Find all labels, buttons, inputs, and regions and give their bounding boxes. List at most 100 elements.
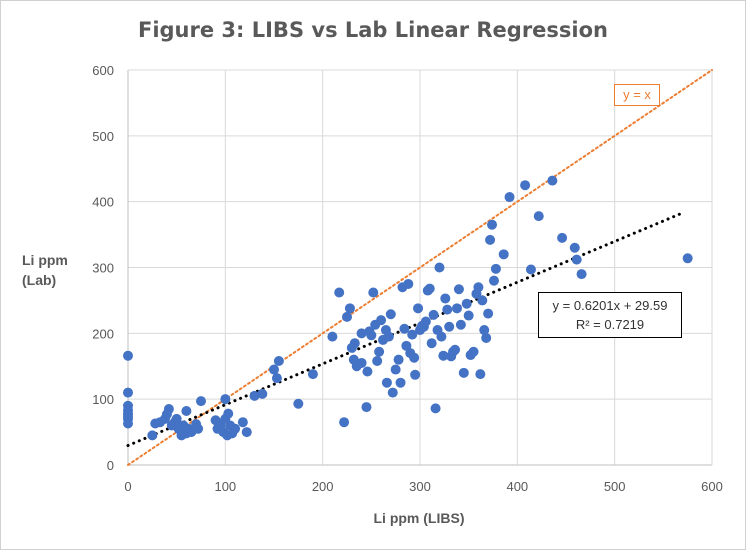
data-point xyxy=(241,427,252,438)
data-point xyxy=(424,283,435,294)
data-point xyxy=(428,309,439,320)
y-axis-label-line-1: Li ppm xyxy=(22,252,68,268)
x-tick-label: 500 xyxy=(604,479,626,494)
data-point xyxy=(403,278,414,289)
data-point xyxy=(196,396,206,407)
y-tick-label: 300 xyxy=(92,261,114,276)
axes xyxy=(127,70,712,466)
data-point xyxy=(181,406,192,417)
regression-r-squared: R² = 0.7219 xyxy=(575,317,645,332)
data-point xyxy=(434,262,445,273)
y-tick-label: 200 xyxy=(92,326,114,341)
data-point xyxy=(362,366,373,377)
data-point xyxy=(271,373,282,384)
data-point xyxy=(473,282,484,293)
data-point xyxy=(344,303,355,314)
data-point xyxy=(487,219,498,230)
data-point xyxy=(420,316,431,327)
data-point xyxy=(193,423,204,434)
data-point xyxy=(461,298,472,309)
data-point xyxy=(123,350,133,361)
data-point xyxy=(372,355,383,366)
data-point xyxy=(376,315,387,326)
data-point xyxy=(682,253,693,264)
data-point xyxy=(569,242,580,253)
data-point xyxy=(368,287,379,298)
y-tick-label: 0 xyxy=(107,458,114,473)
data-point xyxy=(293,398,304,409)
regression-equation: y = 0.6201x + 29.59 xyxy=(552,298,668,313)
data-point xyxy=(395,377,406,388)
data-point xyxy=(436,331,447,342)
data-point xyxy=(230,423,241,434)
y-tick-label: 400 xyxy=(92,195,114,210)
data-point xyxy=(223,408,234,419)
data-point xyxy=(349,338,360,349)
data-point xyxy=(356,328,367,339)
data-point xyxy=(273,355,284,366)
data-point xyxy=(520,180,531,191)
data-point xyxy=(327,331,338,342)
data-point xyxy=(366,330,377,341)
data-point xyxy=(249,390,260,401)
data-point xyxy=(171,413,182,424)
data-point xyxy=(498,249,509,260)
data-point xyxy=(576,269,587,280)
data-point xyxy=(455,319,466,330)
data-point xyxy=(307,369,318,380)
x-tick-label: 600 xyxy=(701,479,723,494)
data-point xyxy=(557,232,568,243)
x-tick-label: 300 xyxy=(409,479,431,494)
data-point xyxy=(387,387,398,398)
data-point xyxy=(477,295,488,306)
x-tick-label: 100 xyxy=(214,479,236,494)
data-point xyxy=(504,192,515,203)
data-point xyxy=(453,284,464,295)
x-tick-label: 200 xyxy=(312,479,334,494)
data-point xyxy=(442,304,453,315)
data-points xyxy=(123,175,693,441)
data-point xyxy=(361,402,372,413)
data-point xyxy=(334,287,345,298)
tick-labels: 0 100 200 300 400 500 600 0 100 200 300 400 500 600 xyxy=(92,63,723,494)
data-point xyxy=(383,331,394,342)
data-point xyxy=(547,175,558,186)
data-point xyxy=(481,332,492,343)
data-point xyxy=(409,352,420,363)
data-point xyxy=(440,293,451,304)
data-point xyxy=(257,388,268,399)
data-point xyxy=(123,418,133,429)
data-point xyxy=(430,403,441,414)
data-point xyxy=(220,394,231,405)
y-tick-label: 500 xyxy=(92,129,114,144)
identity-line-label: y = x xyxy=(614,84,660,106)
x-axis-label: Li ppm (LIBS) xyxy=(373,510,465,526)
data-point xyxy=(525,264,536,275)
data-point xyxy=(356,357,367,368)
data-point xyxy=(399,323,410,334)
data-point xyxy=(381,377,392,388)
data-point xyxy=(533,211,544,222)
x-tick-label: 400 xyxy=(506,479,528,494)
data-point xyxy=(475,369,486,380)
data-point xyxy=(479,325,490,336)
y-axis-label-line-2: (Lab) xyxy=(22,272,57,288)
y-tick-label: 100 xyxy=(92,392,114,407)
regression-line xyxy=(126,211,685,448)
data-point xyxy=(490,263,501,274)
data-point xyxy=(463,310,474,321)
data-point xyxy=(237,417,248,428)
data-point xyxy=(483,308,494,319)
data-point xyxy=(410,369,421,380)
y-tick-label: 600 xyxy=(92,63,114,78)
y-axis-label: Li ppm (Lab) xyxy=(22,250,82,290)
data-point xyxy=(485,234,496,245)
data-point xyxy=(438,350,449,361)
data-point xyxy=(123,387,133,398)
data-point xyxy=(451,303,462,314)
data-point xyxy=(393,354,404,365)
data-point xyxy=(269,364,279,375)
data-point xyxy=(407,329,418,340)
data-point xyxy=(342,311,352,322)
